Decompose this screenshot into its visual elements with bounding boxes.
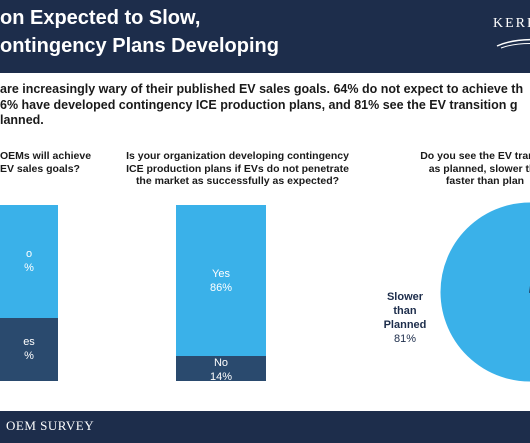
title-line-2: ontingency Plans Developing (0, 35, 279, 57)
chart-2-question-line-1: Is your organization developing continge… (126, 150, 349, 162)
chart-3-label-slower-line-2: than (393, 305, 417, 317)
chart-2-question-line-2: ICE production plans if EVs do not penet… (126, 162, 349, 175)
chart-1-question: OEMs will achieve EV sales goals? (0, 150, 100, 175)
chart-1-question-line-1: OEMs will achieve (0, 150, 92, 162)
chart-2-question-line-3: the market as successfully as expected? (135, 175, 340, 187)
chart-1-stacked-bar: o % es % (0, 205, 58, 381)
chart-2-label-no: No 14% (176, 356, 266, 384)
chart-2-label-no-text: No (213, 357, 229, 370)
logo-text: KERR (493, 16, 530, 31)
title-line-1: on Expected to Slow, (0, 7, 201, 29)
chart-2-label-yes: Yes 86% (176, 267, 266, 295)
chart-1-label-yes: es % (0, 335, 58, 363)
chart-2-bar-no: No 14% (176, 356, 266, 384)
chart-1-bar-no: o % (0, 205, 58, 318)
chart-2-label-yes-pct: 86% (209, 281, 233, 294)
chart-3-label-slower-pct: 81% (393, 333, 417, 345)
page-title: on Expected to Slow, ontingency Plans De… (0, 4, 279, 60)
chart-3-question: Do you see the EV transiti as planned, s… (385, 150, 530, 188)
chart-1-bar-yes: es % (0, 317, 58, 381)
footer-text: OEM SURVEY (6, 418, 95, 433)
logo-wing-icon (496, 38, 530, 49)
summary-line-2: 6% have developed contingency ICE produc… (0, 97, 518, 112)
chart-3-question-line-1: Do you see the EV transiti (420, 150, 530, 162)
chart-3-question-line-3: faster than plan (445, 175, 525, 187)
summary-text: are increasingly wary of their published… (0, 82, 530, 129)
header-banner: on Expected to Slow, ontingency Plans De… (0, 0, 530, 73)
chart-2-bar-yes: Yes 86% (176, 205, 266, 357)
chart-3-label-slower: Slower than Planned 81% (372, 290, 438, 346)
chart-3-question-line-2: as planned, slower tha (428, 162, 530, 175)
chart-1-label-yes-pct: % (24, 350, 34, 363)
chart-1-label-no-pct: % (24, 262, 34, 275)
summary-line-3: lanned. (0, 113, 44, 127)
company-logo: KERR (493, 16, 530, 56)
chart-1-label-no-text: o (25, 248, 33, 261)
summary-line-1: are increasingly wary of their published… (0, 82, 524, 96)
chart-2-label-yes-text: Yes (212, 267, 230, 280)
chart-2-label-no-pct: 14% (209, 371, 233, 384)
chart-2-stacked-bar: Yes 86% No 14% (176, 205, 266, 384)
chart-3-slice-slower (439, 201, 530, 383)
chart-3-label-slower-line-3: Planned (383, 319, 427, 331)
chart-3-label-slower-line-1: Slower (386, 291, 424, 303)
chart-1-label-no: o % (0, 247, 58, 275)
chart-1-label-yes-text: es (23, 336, 35, 349)
chart-2-question: Is your organization developing continge… (105, 150, 370, 188)
chart-1-question-line-2: EV sales goals? (0, 162, 80, 175)
footer-banner: OEM SURVEY (0, 411, 530, 443)
